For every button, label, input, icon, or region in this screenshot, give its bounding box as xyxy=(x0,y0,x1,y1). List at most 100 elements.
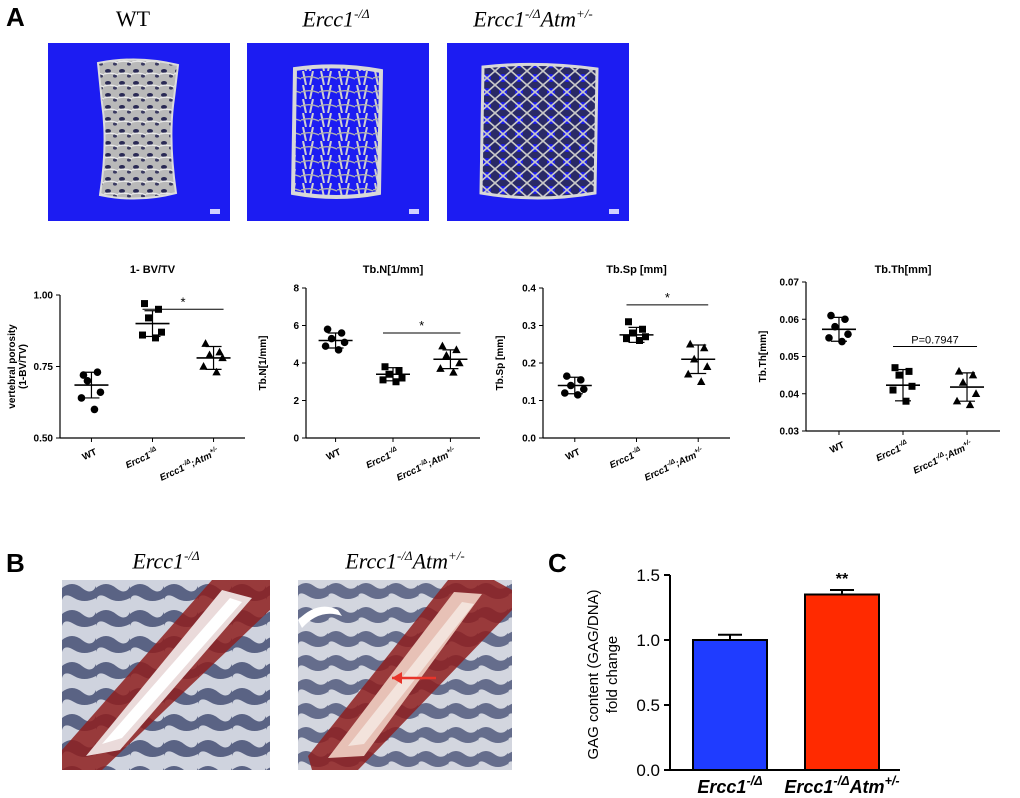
data-point xyxy=(576,376,585,384)
y-axis-label: (1-BV/TV) xyxy=(18,344,29,389)
data-point xyxy=(449,367,458,376)
data-point xyxy=(321,342,330,350)
data-point xyxy=(844,330,852,338)
data-point xyxy=(629,329,636,337)
y-tick-label: 0.50 xyxy=(34,434,54,445)
x-tick-label: Ercc1-/Δ xyxy=(364,445,401,471)
data-point xyxy=(562,372,571,380)
histology-image-ercc1 xyxy=(62,580,270,770)
x-tick-label: Ercc1-/Δ;Atm+/- xyxy=(911,438,975,476)
microct-image-wt xyxy=(48,43,230,221)
chart-title: 1- BV/TV xyxy=(130,264,176,276)
microct-image-ercc1-atm xyxy=(447,43,629,221)
ct-title-ercc1-atm: Ercc1-/ΔAtm+/- xyxy=(473,6,593,32)
data-point xyxy=(158,328,165,336)
ct-title-ercc1: Ercc1-/Δ xyxy=(302,6,370,32)
data-point xyxy=(79,371,88,379)
data-point xyxy=(90,405,99,414)
y-tick-label: 0.1 xyxy=(522,396,536,407)
data-point xyxy=(684,369,693,378)
data-point xyxy=(958,378,968,386)
y-axis-label: Tb.N[1/mm] xyxy=(258,336,269,391)
y-tick-label: 6 xyxy=(293,321,299,332)
arrow-head-icon xyxy=(392,672,402,684)
y-tick-label: 0.05 xyxy=(780,352,800,363)
significance-label: * xyxy=(665,290,670,305)
data-point xyxy=(392,378,400,386)
y-tick-label: 0.07 xyxy=(780,278,800,289)
dot-plots-svg: 1- BV/TV 0.50 0.75 1.00 vertebral porosity (1… xyxy=(7,264,1000,484)
data-point xyxy=(96,388,105,397)
y-axis-label: Tb.Sp [mm] xyxy=(495,336,506,391)
chart-gag: 0.0 0.5 1.0 1.5 GAG content (GAG/DNA) fold ch… xyxy=(585,566,900,797)
data-point xyxy=(452,345,461,354)
bar xyxy=(804,593,880,771)
data-point xyxy=(841,315,849,324)
y-tick-label: 2 xyxy=(293,396,299,407)
data-point xyxy=(891,364,899,372)
data-point xyxy=(908,382,916,390)
chart-gag-svg: 0.0 0.5 1.0 1.5 GAG content (GAG/DNA) fold ch… xyxy=(585,566,900,797)
data-point xyxy=(201,339,210,347)
data-point xyxy=(579,385,588,394)
panel-label-c: C xyxy=(548,548,567,578)
data-point xyxy=(642,333,649,341)
y-tick-label: 8 xyxy=(293,284,299,295)
y-tick-label: 0.04 xyxy=(780,389,800,400)
data-point xyxy=(442,351,451,359)
chart-tbn: Tb.N[1/mm] 0 2 4 6 8 Tb.N[1/mm] WT Ercc1-/ΔErcc1… xyxy=(258,264,480,484)
x-tick-label: Ercc1-/Δ xyxy=(697,774,762,797)
data-point xyxy=(636,337,643,344)
data-point xyxy=(905,367,913,375)
significance-label: * xyxy=(419,318,424,333)
x-tick-label: Ercc1-/Δ;Atm+/- xyxy=(642,445,706,483)
y-axis-label: fold change xyxy=(604,636,621,714)
data-point xyxy=(625,318,632,326)
panel-label-b: B xyxy=(6,548,25,578)
data-point xyxy=(895,371,903,379)
data-point xyxy=(83,377,92,385)
significance-label: * xyxy=(180,294,185,309)
data-point xyxy=(703,362,712,370)
histology-image-ercc1-atm xyxy=(298,580,512,770)
y-tick-label: 1.00 xyxy=(34,291,54,302)
data-point xyxy=(889,386,897,394)
data-point xyxy=(436,364,445,372)
ct-title-wt: WT xyxy=(115,6,151,31)
y-tick-label: 0 xyxy=(293,434,299,445)
x-tick-label: Ercc1-/Δ;Atm+/- xyxy=(158,445,222,483)
data-point xyxy=(952,396,962,405)
x-tick-label: Ercc1-/Δ xyxy=(607,445,644,471)
y-tick-label: 0.03 xyxy=(780,427,800,438)
data-point xyxy=(145,314,152,322)
y-axis-label: vertebral porosity xyxy=(7,324,18,409)
y-tick-label: 1.5 xyxy=(636,566,660,585)
y-tick-label: 0.06 xyxy=(780,315,800,326)
data-point xyxy=(398,374,406,382)
data-point xyxy=(686,339,695,348)
data-point xyxy=(965,400,975,409)
data-point xyxy=(139,331,146,339)
chart-title: Tb.Th[mm] xyxy=(875,264,932,276)
x-tick-label: Ercc1-/Δ xyxy=(874,438,911,464)
x-tick-label: WT xyxy=(828,440,846,456)
chart-tbsp: Tb.Sp [mm] 0.0 0.1 0.2 0.3 0.4 Tb.Sp [mm] WT Erc… xyxy=(495,264,730,484)
data-point xyxy=(623,335,630,343)
data-point xyxy=(825,334,833,342)
y-tick-label: 0.0 xyxy=(522,434,536,445)
y-axis-label: Tb.Th[mm] xyxy=(758,331,769,383)
y-tick-label: 4 xyxy=(293,359,299,370)
histology-title-ercc1: Ercc1-/Δ xyxy=(132,548,200,574)
data-point xyxy=(379,376,387,384)
y-tick-label: 1.0 xyxy=(636,631,660,650)
data-point xyxy=(639,325,646,333)
y-tick-label: 0.75 xyxy=(34,362,54,373)
panel-label-a: A xyxy=(6,2,25,32)
data-point xyxy=(77,394,86,402)
data-point xyxy=(968,370,978,379)
data-point xyxy=(827,311,835,320)
data-point xyxy=(152,334,159,342)
x-tick-label: Ercc1-/ΔAtm+/- xyxy=(784,774,899,797)
x-tick-label: Ercc1-/Δ;Atm+/- xyxy=(395,445,459,483)
data-point xyxy=(205,350,214,359)
